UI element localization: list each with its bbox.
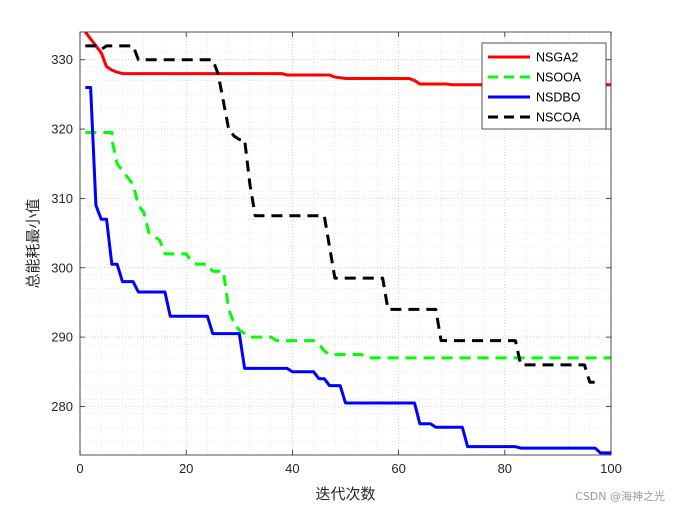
- x-tick-labels: 0 20 40 60 80 100: [76, 461, 621, 476]
- x-tick-label: 60: [391, 461, 405, 476]
- x-tick-label: 100: [600, 461, 622, 476]
- y-tick-label: 280: [51, 399, 73, 414]
- y-tick-labels: 280 290 300 310 320 330: [51, 52, 73, 414]
- x-tick-label: 80: [498, 461, 512, 476]
- y-tick-label: 330: [51, 52, 73, 67]
- x-tick-label: 0: [76, 461, 83, 476]
- y-tick-label: 310: [51, 191, 73, 206]
- legend-label-nsdbo: NSDBO: [536, 91, 581, 105]
- series-layer: [84, 32, 611, 455]
- legend-label-nsga2: NSGA2: [536, 51, 578, 65]
- y-tick-label: 290: [51, 330, 73, 345]
- x-axis-label: 迭代次数: [315, 485, 375, 503]
- legend-label-nsooa: NSOOA: [536, 71, 582, 85]
- legend-label-nscoa: NSCOA: [536, 111, 581, 125]
- y-tick-label: 300: [51, 260, 73, 275]
- x-tick-label: 40: [285, 461, 299, 476]
- y-axis-label: 总能耗最小值: [24, 198, 42, 288]
- series-line-nsooa: [85, 131, 611, 360]
- x-tick-label: 20: [179, 461, 193, 476]
- y-tick-label: 320: [51, 122, 73, 137]
- axes-frame: [79, 31, 612, 456]
- series-line-nsga2: [84, 32, 611, 87]
- watermark-text: CSDN @海神之光: [575, 489, 665, 503]
- tick-marks: [79, 32, 612, 455]
- legend: NSGA2 NSOOA NSDBO NSCOA: [481, 42, 607, 130]
- series-line-nscoa: [85, 44, 601, 384]
- series-line-nsdbo: [85, 85, 611, 455]
- legend-entries: NSGA2 NSOOA NSDBO NSCOA: [488, 51, 582, 125]
